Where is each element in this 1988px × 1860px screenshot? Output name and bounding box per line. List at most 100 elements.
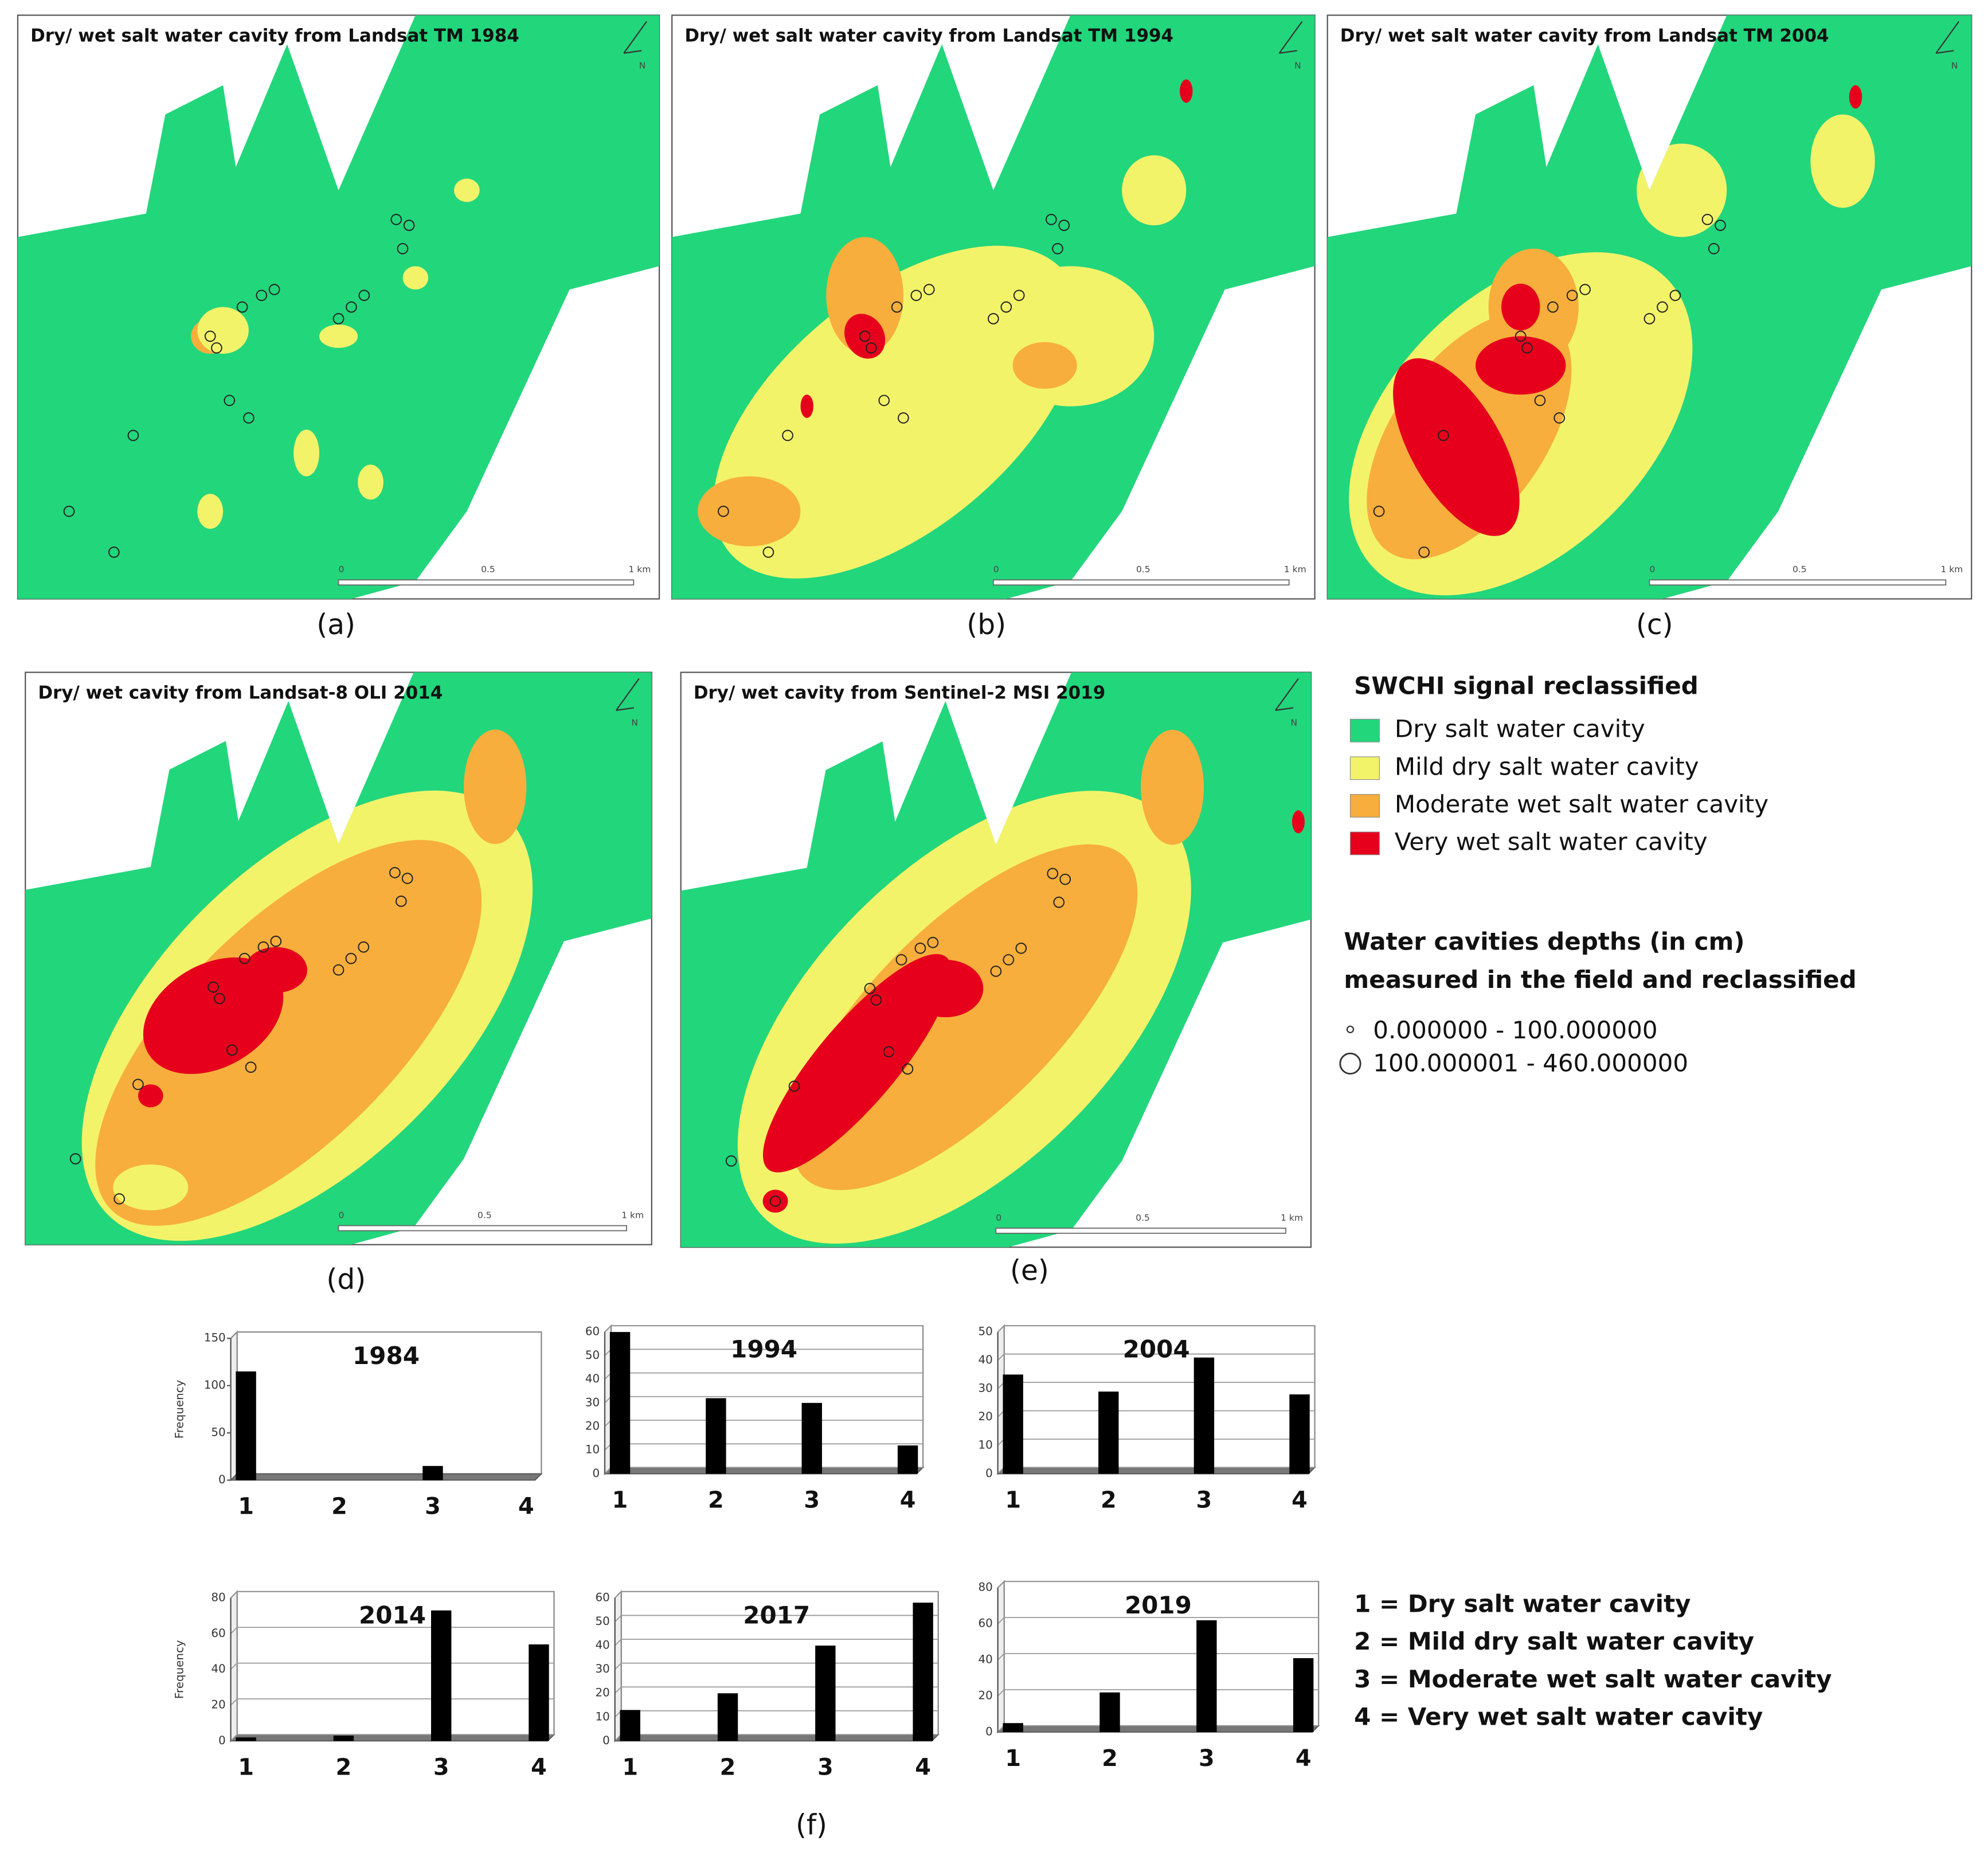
panel-caption: (f) [796,1810,827,1842]
scale-label: 1 km [621,1210,644,1220]
y-tick-label: 60 [596,1591,610,1604]
y-tick-label: 60 [211,1627,225,1640]
y-tick-label: 0 [218,1734,226,1747]
field-point [762,546,774,558]
bar [333,1736,354,1741]
north-label: N [639,60,646,71]
field-point [1669,290,1681,301]
field-point [927,936,939,948]
map-panel: Dry/ wet salt water cavity from Landsat … [1326,14,1973,600]
bar [1289,1394,1310,1474]
map-caption: (b) [966,609,1006,641]
bar-chart: 0 10 20 30 40 50 60 1 2 3 4 1994 [585,1324,925,1514]
field-point [923,284,935,295]
x-tick-label: 3 [1199,1745,1215,1772]
field-point [208,981,219,993]
x-tick-label: 3 [425,1494,441,1520]
wet-area [1476,336,1566,395]
legend-title: SWCHI signal reclassified [1354,672,1699,700]
y-tick-label: 0 [592,1467,600,1480]
field-point [224,394,236,407]
y-tick-label: 10 [978,1439,992,1452]
wet-area [402,266,429,290]
field-point [127,429,139,441]
bar-chart: 0 50 100 150 1 2 3 4 1984 Frequency [173,1330,543,1520]
field-point [358,290,370,301]
wet-area [1501,283,1540,331]
y-tick-label: 20 [978,1689,992,1702]
field-point [211,342,222,354]
y-tick-label: 40 [211,1662,225,1675]
wet-area [319,325,358,348]
field-point [883,1046,895,1058]
bar [1098,1392,1119,1474]
field-point [1000,301,1012,313]
x-tick-label: 2 [720,1755,736,1781]
depth-legend-title: Water cavities depths (in cm) [1344,928,1744,956]
field-point [403,220,415,231]
grid-line [615,1615,938,1623]
bar [236,1371,256,1480]
bar [1099,1692,1120,1732]
field-point [268,284,280,295]
bar-chart: 0 20 40 60 80 1 2 3 4 2014 Frequency [173,1590,555,1781]
field-point [1521,342,1533,354]
x-tick-label: 2 [336,1755,352,1781]
north-label: N [1951,60,1958,71]
field-point [256,290,268,301]
x-tick-label: 3 [433,1755,449,1781]
field-point [245,1061,257,1073]
field-point [69,1153,81,1165]
wet-area [1292,810,1305,834]
wet-area [113,1165,189,1210]
y-tick-label: 10 [596,1710,610,1723]
field-point [1015,943,1027,954]
y-tick-label: 50 [596,1615,610,1628]
field-point [1657,301,1668,313]
x-tick-label: 4 [900,1487,916,1514]
bar [1003,1374,1023,1474]
wet-area [1393,358,1520,536]
x-tick-label: 1 [1005,1487,1021,1514]
scale-label: 0.5 [481,564,495,575]
y-tick-label: 20 [596,1686,610,1699]
y-tick-label: 80 [978,1581,992,1594]
depth-legend-label: 100.000001 - 460.000000 [1373,1049,1688,1077]
field-point [769,1195,781,1207]
wet-areas [191,178,480,529]
map-title: Dry/ wet salt water cavity from Landsat … [684,26,1173,46]
y-tick-label: 40 [978,1653,992,1666]
key-line: 4 = Very wet salt water cavity [1354,1702,1763,1730]
field-point [226,1044,238,1056]
map-caption: (e) [1010,1255,1049,1287]
field-point [358,941,370,953]
wet-area [138,1084,163,1108]
scale-label: 1 km [1284,564,1306,575]
field-point [859,330,871,342]
wet-areas [698,79,1193,579]
y-tick-label: 0 [218,1473,226,1486]
scale-label: 1 km [1940,564,1963,575]
bar [431,1610,452,1741]
field-point [895,954,907,966]
field-point [1003,954,1015,966]
legend-swatch [1349,831,1380,855]
bar [1196,1620,1217,1732]
scale-label: 1 km [628,564,651,575]
field-point [204,330,216,342]
y-axis-label: Frequency [173,1380,186,1439]
x-tick-label: 2 [331,1494,347,1520]
scale-label: 0.5 [1793,564,1807,575]
field-point [1013,290,1025,301]
x-tick-label: 1 [612,1487,628,1514]
x-tick-label: 1 [1005,1745,1021,1772]
wet-area [453,178,480,202]
legend-label: Mild dry salt water cavity [1395,752,1699,780]
bar [620,1710,640,1741]
y-axis-label: Frequency [173,1640,186,1699]
map-panel: Dry/ wet salt water cavity from Landsat … [17,14,660,600]
y-tick-label: 20 [211,1698,225,1711]
scale-label: 0.5 [478,1210,492,1220]
chart-back-panel [1003,1324,1316,1468]
bar-chart: 0 20 40 60 80 1 2 3 4 2019 [978,1580,1320,1772]
